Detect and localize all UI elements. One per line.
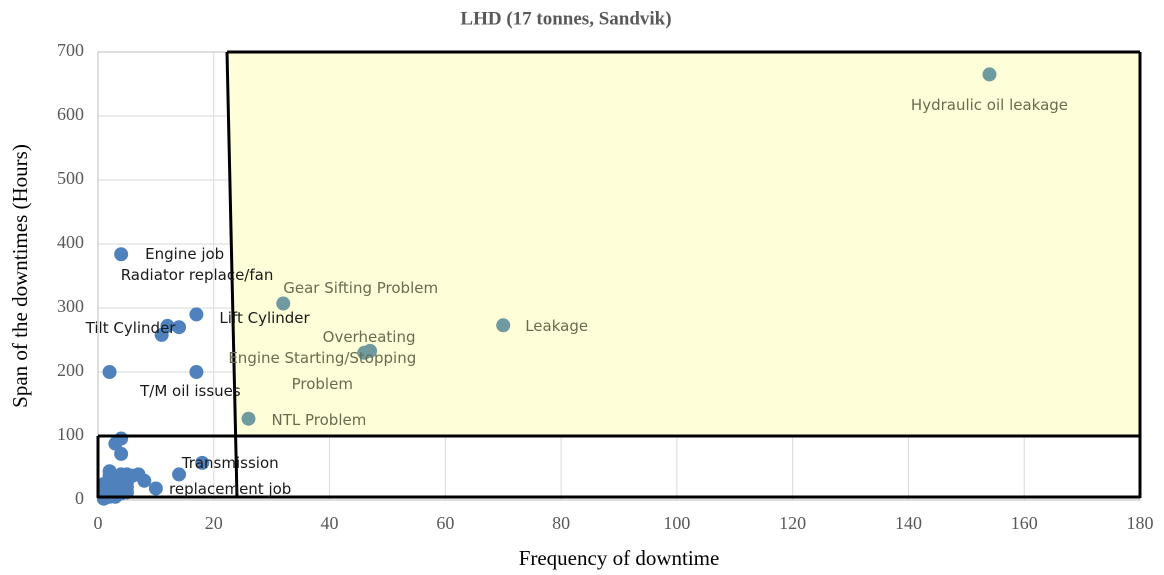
point — [154, 327, 169, 342]
point — [148, 481, 163, 496]
point-label: Leakage — [525, 317, 589, 336]
point-label: Engine job — [145, 245, 225, 264]
y-axis-title: Span of the downtimes (Hours) — [8, 144, 32, 408]
point — [357, 345, 372, 360]
point-label: Overheating — [322, 327, 416, 346]
point-label: Lift Cylinder — [219, 309, 310, 328]
point — [114, 431, 129, 446]
point — [189, 365, 204, 379]
point — [102, 468, 117, 483]
point — [195, 455, 210, 470]
x-tick-label: 140 — [895, 513, 922, 533]
point-label: Radiator replace/fan — [120, 266, 274, 285]
y-tick-label: 200 — [57, 360, 84, 380]
point — [114, 247, 129, 262]
point-label: Gear Sifting Problem — [283, 278, 439, 297]
y-tick-label: 700 — [57, 40, 84, 60]
x-tick-label: 160 — [1011, 513, 1038, 533]
y-tick-label: 400 — [57, 232, 84, 252]
point — [102, 365, 117, 379]
y-tick-label: 500 — [57, 168, 84, 188]
marks — [96, 67, 997, 506]
point-label: Hydraulic oil leakage — [910, 96, 1069, 115]
point — [241, 411, 256, 426]
point-label: NTL Problem — [271, 410, 367, 429]
point — [276, 296, 291, 311]
point-label: Engine Starting/Stopping Problem — [228, 348, 417, 393]
y-tick-label: 600 — [57, 104, 84, 124]
x-tick-label: 40 — [321, 513, 339, 533]
point — [189, 307, 204, 322]
x-tick-label: 0 — [94, 513, 103, 533]
divider-line — [225, 51, 239, 499]
chart-title: LHD (17 tonnes, Sandvik) — [460, 8, 671, 29]
x-tick-label: 80 — [552, 513, 570, 533]
y-tick-label: 300 — [57, 296, 84, 316]
point — [496, 318, 511, 333]
x-tick-label: 100 — [663, 513, 690, 533]
y-tick-label: 0 — [75, 488, 84, 508]
x-tick-label: 20 — [205, 513, 223, 533]
point-label: Tilt Cylinder — [85, 318, 176, 337]
point — [125, 468, 140, 483]
point — [114, 446, 129, 461]
quadrant-lines — [96, 50, 1142, 499]
x-tick-label: 60 — [436, 513, 454, 533]
point-label: T/M oil issues — [140, 382, 241, 400]
x-tick-label: 180 — [1127, 513, 1154, 533]
point — [172, 320, 187, 335]
x-axis-title: Frequency of downtime — [519, 546, 720, 570]
point — [982, 67, 997, 82]
point — [172, 467, 187, 482]
x-tick-label: 120 — [779, 513, 806, 533]
y-tick-label: 100 — [57, 424, 84, 444]
highlight-region — [227, 52, 1140, 436]
point — [119, 480, 134, 495]
point-label: Transmission replacement job — [169, 453, 292, 498]
point — [137, 473, 152, 488]
